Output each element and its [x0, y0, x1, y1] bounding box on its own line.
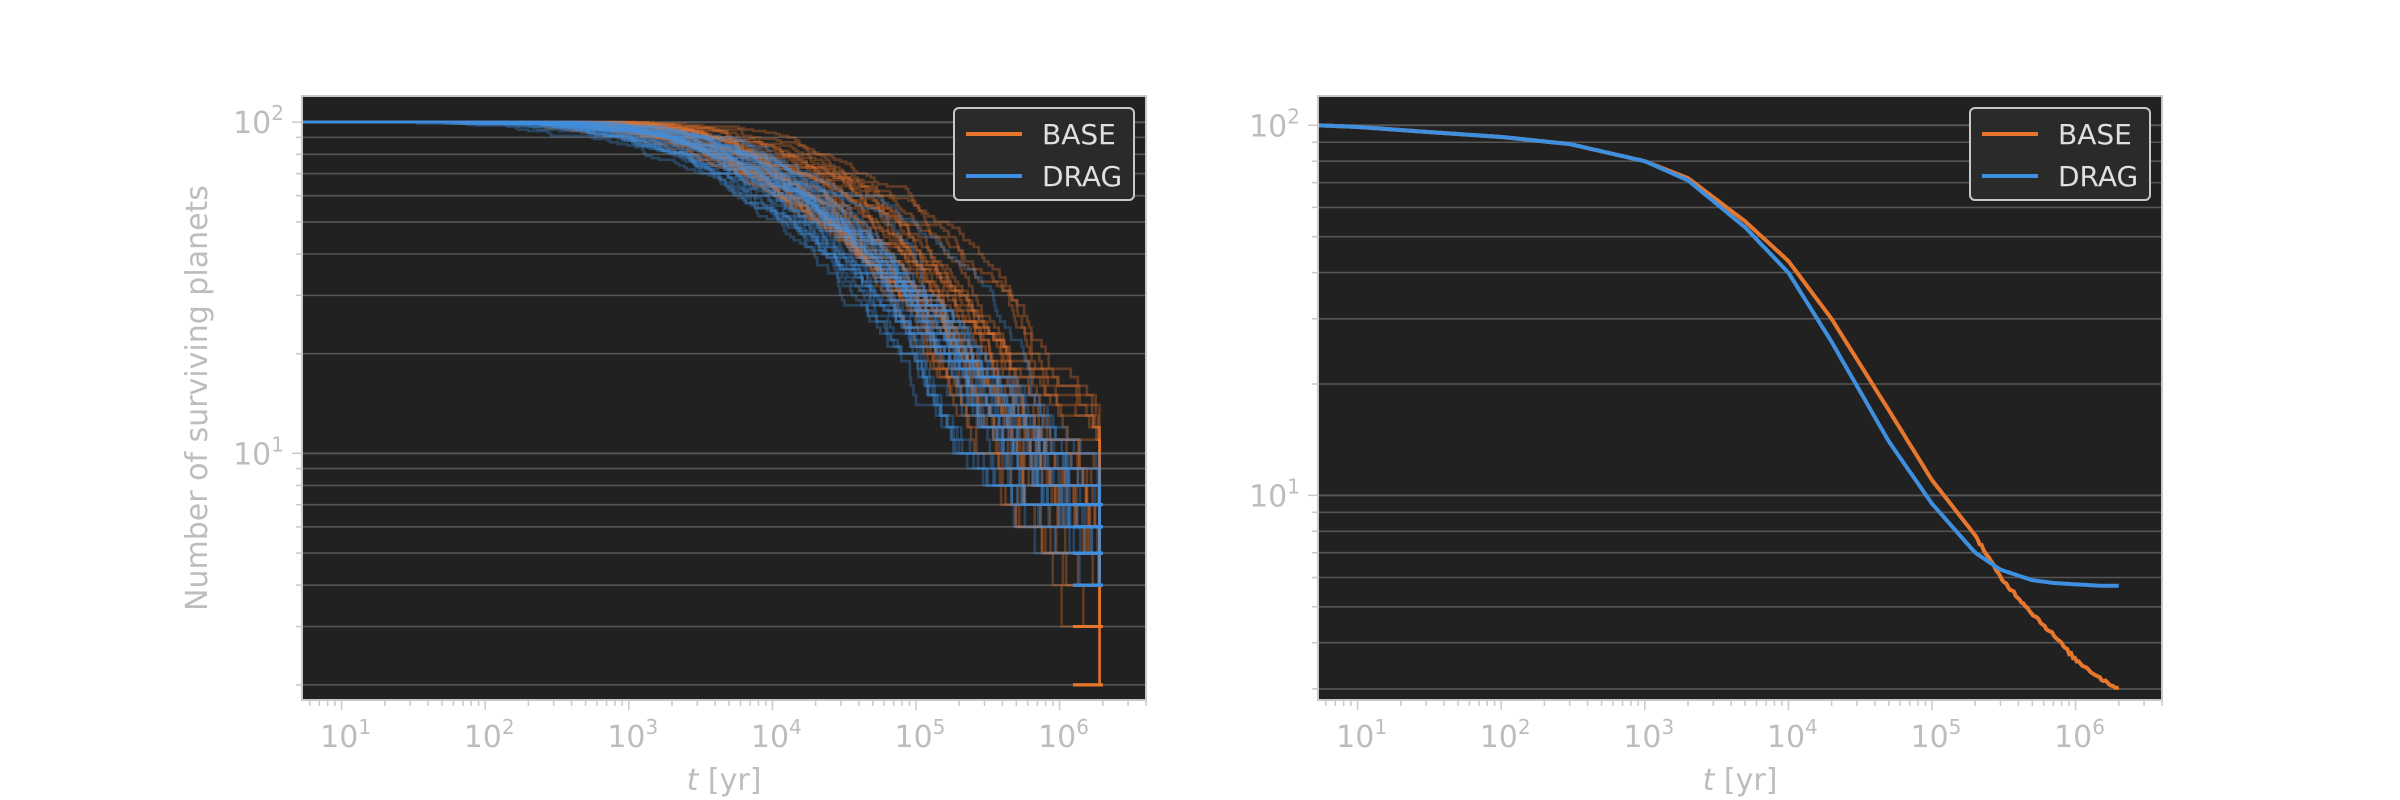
run-line [302, 120, 1103, 555]
run-line [302, 120, 1103, 587]
run-line [302, 120, 1103, 587]
x-axis-label: t [yr] [687, 763, 762, 798]
legend-label-base: BASE [2058, 118, 2132, 151]
chart-panel-2: 101 102 103 104 105 106 101 102 t [yr] BASE DRAG [1249, 95, 2163, 798]
run-line [302, 120, 1103, 587]
run-line [302, 120, 1103, 555]
run-line [302, 120, 1103, 555]
y-tick-label: 102 [233, 101, 284, 141]
run-line [302, 120, 1103, 587]
run-line [302, 120, 1103, 555]
run-line [302, 120, 1103, 555]
run-line [302, 120, 1103, 529]
run-line [302, 120, 1103, 555]
run-line [302, 120, 1103, 687]
legend: BASE DRAG [953, 107, 1135, 201]
run-line [302, 120, 1103, 506]
run-line [302, 120, 1103, 529]
chart-panel-1: 101 102 103 104 105 106 101 102 t [yr] Number of … [180, 95, 1147, 798]
x-tick-label: 104 [751, 715, 802, 755]
run-line [302, 120, 1103, 555]
x-tick-label: 101 [320, 715, 371, 755]
run-line [302, 120, 1103, 529]
run-line [302, 120, 1103, 506]
run-line [302, 120, 1103, 555]
run-line [302, 120, 1103, 555]
x-tick-label: 102 [464, 715, 515, 755]
run-line [302, 120, 1103, 529]
run-line [302, 120, 1103, 529]
x-tick-label: 105 [894, 715, 945, 755]
run-line [302, 120, 1103, 587]
legend: BASE DRAG [1969, 107, 2151, 201]
x-tick-label: 106 [1038, 715, 1089, 755]
run-line [302, 120, 1103, 555]
y-tick-label: 101 [1249, 474, 1300, 514]
run-line [302, 120, 1103, 687]
run-line [302, 120, 1103, 587]
run-line [302, 120, 1103, 687]
run-line [302, 120, 1103, 687]
y-tick-label: 101 [233, 432, 284, 472]
run-line [302, 120, 1103, 529]
run-line [302, 120, 1103, 529]
run-line [302, 120, 1103, 529]
run-line [302, 120, 1103, 687]
run-line [302, 120, 1103, 687]
plot-frame [1317, 95, 2163, 701]
x-tick-label: 103 [1623, 715, 1674, 755]
run-line [302, 120, 1103, 529]
x-tick-label: 103 [607, 715, 658, 755]
run-line [302, 120, 1103, 587]
run-line [302, 120, 1103, 628]
x-tick-label: 102 [1480, 715, 1531, 755]
run-line [302, 120, 1103, 587]
run-line [302, 120, 1103, 587]
run-line [302, 120, 1103, 628]
run-line [302, 120, 1103, 628]
run-line [302, 120, 1103, 529]
run-line [302, 120, 1103, 628]
run-line [302, 120, 1103, 555]
run-line [302, 120, 1103, 628]
run-line [302, 120, 1103, 587]
run-line [302, 120, 1103, 506]
legend-label-drag: DRAG [1042, 160, 1122, 193]
run-line [302, 120, 1103, 587]
run-line [302, 120, 1103, 506]
series-lines [302, 120, 1103, 687]
x-tick-label: 101 [1336, 715, 1387, 755]
run-line [302, 120, 1103, 529]
run-line [302, 120, 1103, 628]
run-line [302, 120, 1103, 555]
run-line [302, 120, 1103, 529]
series-drag [302, 120, 1103, 587]
x-tick-label: 105 [1910, 715, 1961, 755]
series-drag [1318, 123, 2119, 588]
run-line [302, 120, 1103, 529]
run-line [302, 120, 1103, 506]
series-lines [1318, 123, 2120, 691]
y-axis-label: Number of surviving planets [180, 185, 215, 611]
x-tick-label: 104 [1767, 715, 1818, 755]
run-line [302, 120, 1103, 506]
run-line [302, 120, 1103, 587]
x-axis-label: t [yr] [1703, 763, 1778, 798]
legend-label-base: BASE [1042, 118, 1116, 151]
run-line [302, 120, 1103, 506]
legend-label-drag: DRAG [2058, 160, 2138, 193]
x-tick-label: 106 [2054, 715, 2105, 755]
run-line [302, 120, 1103, 506]
run-line [302, 120, 1103, 529]
plot-frame [301, 95, 1147, 701]
run-line [302, 120, 1103, 555]
y-tick-label: 102 [1249, 104, 1300, 144]
run-line [302, 120, 1103, 555]
